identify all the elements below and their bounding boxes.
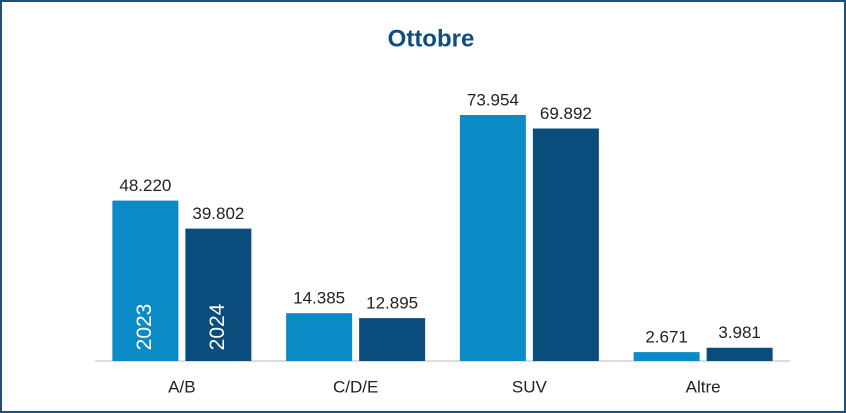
series-label: 2023 [133, 304, 156, 351]
series-label: 2024 [206, 303, 229, 350]
value-label: 69.892 [540, 104, 592, 123]
value-label: 12.895 [366, 294, 418, 313]
value-label: 2.671 [645, 328, 688, 347]
chart-title: Ottobre [388, 25, 475, 52]
bar [359, 318, 426, 361]
bar [286, 313, 353, 361]
x-tick-label: SUV [512, 377, 548, 396]
bar [633, 352, 700, 361]
value-label: 14.385 [293, 289, 345, 308]
bar [459, 115, 526, 361]
x-tick-label: A/B [168, 377, 195, 396]
bar [185, 228, 252, 361]
bar [532, 128, 599, 361]
value-label: 3.981 [718, 323, 761, 342]
x-tick-label: C/D/E [333, 377, 378, 396]
bar [706, 347, 773, 361]
bar [112, 200, 179, 361]
value-label: 39.802 [192, 204, 244, 223]
value-label: 48.220 [119, 176, 171, 195]
value-label: 73.954 [467, 90, 519, 109]
x-tick-label: Altre [686, 377, 721, 396]
